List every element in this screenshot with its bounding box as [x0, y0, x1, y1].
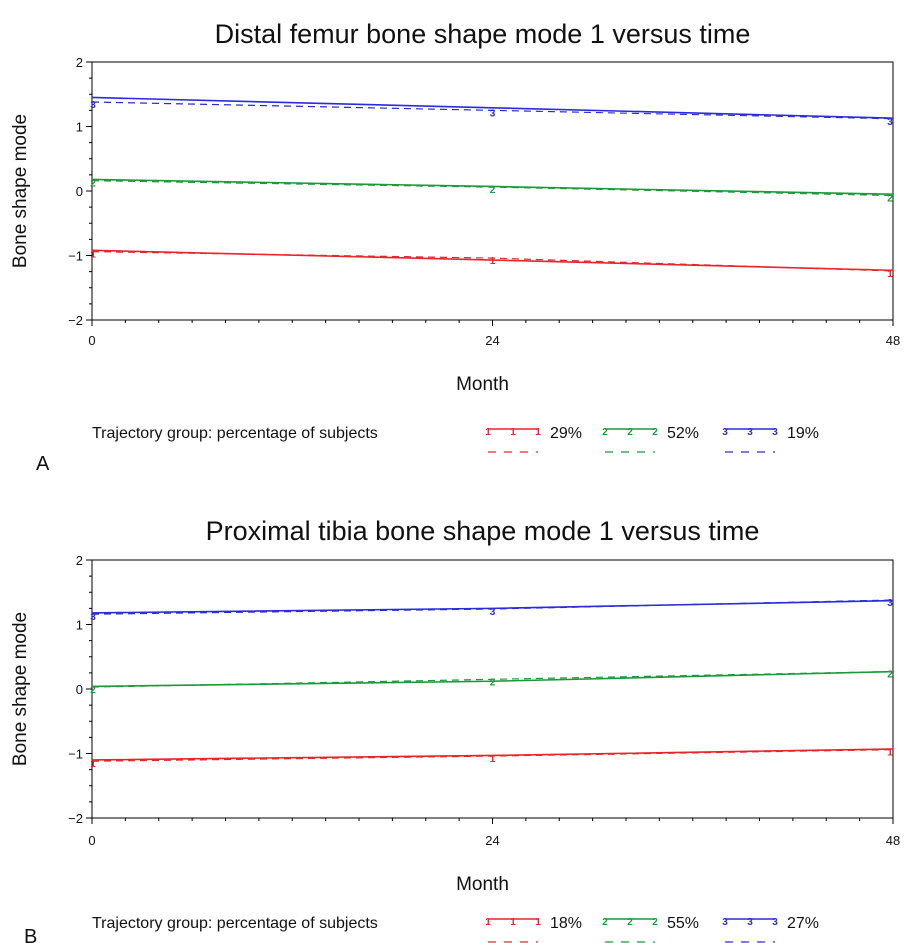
- series-2-point-marker: 2: [887, 670, 893, 681]
- series-3-point-marker: 3: [90, 100, 96, 111]
- y-tick-label: 1: [76, 618, 83, 633]
- series-2-predicted-line: [91, 178, 894, 196]
- legend-entry-2: 2 2 2 55%: [602, 915, 699, 943]
- plot-frame: [91, 559, 894, 819]
- series-2-point-marker: 2: [90, 179, 96, 190]
- x-tick-label: 0: [88, 333, 95, 348]
- series-3-point-marker: 3: [90, 612, 96, 623]
- series-2-point-marker: 2: [490, 185, 496, 196]
- panel-letter: A: [36, 453, 50, 475]
- legend-label: 55%: [667, 915, 699, 932]
- legend-label: 52%: [667, 425, 699, 442]
- series-1-predicted-line: [91, 748, 894, 761]
- series-2-predicted-line: [91, 670, 894, 688]
- legend-entry-1: 1 1 1 18%: [485, 915, 582, 943]
- x-tick-label: 48: [886, 333, 900, 348]
- series-2-point-marker: 2: [90, 685, 96, 696]
- x-axis-label: Month: [456, 374, 509, 395]
- legend-marker: 3: [722, 427, 728, 438]
- legend-marker: 2: [652, 427, 658, 438]
- legend-marker: 1: [485, 427, 491, 438]
- y-tick-label: −2: [68, 313, 83, 328]
- chart-panel-2: Proximal tibia bone shape mode 1 versus …: [10, 516, 900, 943]
- x-tick-label: 24: [485, 833, 499, 848]
- legend-label: 19%: [787, 425, 819, 442]
- chart-panel-1: Distal femur bone shape mode 1 versus ti…: [10, 19, 900, 475]
- y-axis-label: Bone shape mode: [10, 114, 31, 268]
- legend-marker: 2: [627, 917, 633, 928]
- series-2-point-marker: 2: [887, 194, 893, 205]
- series-1-point-marker: 1: [887, 748, 893, 759]
- series-3-point-marker: 3: [887, 117, 893, 128]
- legend-marker: 2: [602, 427, 608, 438]
- legend-marker: 1: [485, 917, 491, 928]
- x-tick-label: 48: [886, 833, 900, 848]
- legend-marker: 3: [722, 917, 728, 928]
- series-3-point-marker: 3: [887, 598, 893, 609]
- x-axis-label: Month: [456, 874, 509, 895]
- y-tick-label: 0: [76, 184, 83, 199]
- y-tick-label: 2: [76, 553, 83, 568]
- series-1-predicted-line: [91, 249, 894, 272]
- legend-title: Trajectory group: percentage of subjects: [92, 425, 378, 442]
- legend-label: 18%: [550, 915, 582, 932]
- series-1-point-marker: 1: [887, 269, 893, 280]
- series-3-point-marker: 3: [490, 607, 496, 618]
- chart-title: Distal femur bone shape mode 1 versus ti…: [215, 19, 751, 49]
- series-2-point-marker: 2: [490, 677, 496, 688]
- legend-marker: 3: [747, 917, 753, 928]
- legend-marker: 2: [627, 427, 633, 438]
- series-3-predicted-line: [91, 96, 894, 119]
- legend-entry-3: 3 3 3 19%: [722, 425, 819, 453]
- series-3-observed-line: [91, 101, 894, 120]
- y-tick-label: 1: [76, 120, 83, 135]
- y-tick-label: 2: [76, 55, 83, 70]
- legend-marker: 1: [535, 427, 541, 438]
- legend-marker: 3: [772, 917, 778, 928]
- series-3-point-marker: 3: [490, 108, 496, 119]
- legend-marker: 2: [652, 917, 658, 928]
- series-1-point-marker: 1: [490, 256, 496, 267]
- series-1-point-marker: 1: [90, 250, 96, 261]
- legend-label: 29%: [550, 425, 582, 442]
- legend-marker: 1: [510, 917, 516, 928]
- y-tick-label: 0: [76, 682, 83, 697]
- legend-title: Trajectory group: percentage of subjects: [92, 915, 378, 932]
- x-tick-label: 24: [485, 333, 499, 348]
- legend-entry-3: 3 3 3 27%: [722, 915, 819, 943]
- legend-label: 27%: [787, 915, 819, 932]
- chart-title: Proximal tibia bone shape mode 1 versus …: [206, 516, 760, 546]
- y-tick-label: −1: [68, 747, 83, 762]
- series-3-predicted-line: [91, 599, 894, 614]
- legend-entry-2: 2 2 2 52%: [602, 425, 699, 453]
- x-tick-label: 0: [88, 833, 95, 848]
- series-1-point-marker: 1: [90, 759, 96, 770]
- panel-letter: B: [24, 926, 37, 943]
- legend-marker: 3: [772, 427, 778, 438]
- legend-entry-1: 1 1 1 29%: [485, 425, 582, 453]
- legend-marker: 1: [510, 427, 516, 438]
- legend-marker: 2: [602, 917, 608, 928]
- y-tick-label: −1: [68, 249, 83, 264]
- legend-marker: 3: [747, 427, 753, 438]
- legend-marker: 1: [535, 917, 541, 928]
- series-1-point-marker: 1: [490, 754, 496, 765]
- y-axis-label: Bone shape mode: [10, 612, 31, 766]
- y-tick-label: −2: [68, 811, 83, 826]
